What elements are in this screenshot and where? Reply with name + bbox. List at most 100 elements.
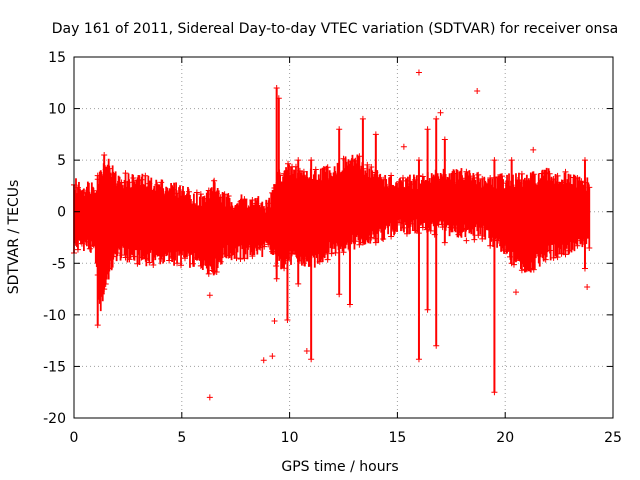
data-point-outlier: [269, 353, 276, 360]
data-point-marker: [340, 249, 347, 256]
data-point-marker: [265, 200, 272, 207]
data-point-marker: [138, 176, 145, 183]
chart-title: Day 161 of 2011, Sidereal Day-to-day VTE…: [52, 21, 619, 37]
data-point-marker: [300, 260, 307, 267]
data-point-marker: [193, 189, 200, 196]
plot-frame: [73, 56, 614, 419]
data-point-marker: [118, 179, 125, 186]
data-point-marker: [554, 254, 561, 261]
data-point-marker: [181, 255, 188, 262]
data-point-outlier: [584, 284, 591, 291]
data-point-marker: [74, 246, 81, 253]
data-point-marker: [419, 173, 426, 180]
data-point-marker: [106, 165, 113, 172]
data-point-marker: [433, 115, 440, 122]
data-point-outlier: [303, 347, 310, 354]
data-point-marker: [475, 232, 482, 239]
y-tick-label: -20: [43, 411, 66, 427]
data-point-marker: [479, 235, 486, 242]
data-point-marker: [581, 157, 588, 164]
data-point-marker: [508, 157, 515, 164]
data-point-marker: [562, 168, 569, 175]
data-point-marker: [356, 153, 363, 160]
data-point-marker: [110, 253, 117, 260]
data-point-marker: [403, 230, 410, 237]
data-point-marker: [463, 168, 470, 175]
data-point-marker: [158, 179, 165, 186]
data-point-marker: [142, 255, 149, 262]
data-point-marker: [518, 267, 525, 274]
data-point-marker: [189, 260, 196, 267]
data-point-marker: [518, 170, 525, 177]
data-point-marker: [86, 245, 93, 252]
data-point-marker: [336, 291, 343, 298]
data-point-marker: [328, 250, 335, 257]
data-point-marker: [332, 249, 339, 256]
data-point-marker: [74, 184, 81, 191]
x-axis-label: GPS time / hours: [281, 459, 398, 475]
data-point-marker: [503, 248, 510, 255]
data-point-marker: [415, 356, 422, 363]
x-tick-label: 25: [604, 430, 622, 446]
data-point-marker: [388, 233, 395, 240]
data-point-marker: [467, 225, 474, 232]
data-point-marker: [197, 191, 204, 198]
data-point-marker: [586, 244, 593, 251]
data-point-outlier: [463, 237, 470, 244]
x-tick-labels: 0 5 10 15 20 25: [70, 430, 622, 446]
data-point-marker: [508, 260, 515, 267]
data-point-outlier: [206, 292, 213, 299]
y-tick-label: -5: [52, 256, 66, 272]
data-point-marker: [368, 234, 375, 241]
data-point-marker: [499, 173, 506, 180]
data-point-marker: [380, 236, 387, 243]
data-point-marker: [356, 241, 363, 248]
data-point-marker: [101, 286, 108, 293]
data-point-marker: [487, 242, 494, 249]
data-point-marker: [554, 172, 561, 179]
data-point-marker: [275, 239, 282, 246]
data-point-marker: [346, 167, 353, 174]
data-point-marker: [185, 188, 192, 195]
data-point-marker: [126, 256, 133, 263]
y-tick-label: -15: [43, 359, 66, 375]
data-point-marker: [415, 157, 422, 164]
data-layer: [71, 69, 593, 401]
data-point-outlier: [415, 69, 422, 76]
data-point-marker: [284, 317, 291, 324]
data-point-marker: [359, 239, 366, 246]
data-point-marker: [491, 389, 498, 396]
data-point-marker: [586, 184, 593, 191]
data-point-marker: [558, 179, 565, 186]
data-point-marker: [300, 168, 307, 175]
data-point-marker: [530, 266, 537, 273]
data-point-marker: [578, 237, 585, 244]
data-point-marker: [368, 164, 375, 170]
data-point-marker: [376, 174, 383, 181]
data-point-marker: [475, 171, 482, 178]
data-point-outlier: [530, 146, 537, 153]
data-point-marker: [403, 177, 410, 184]
data-point-outlier: [512, 289, 519, 296]
data-point-marker: [399, 224, 406, 231]
data-point-outlier: [206, 394, 213, 401]
data-point-marker: [427, 227, 434, 234]
data-point-marker: [130, 253, 137, 260]
data-point-marker: [562, 251, 569, 258]
data-point-marker: [233, 255, 240, 262]
data-point-marker: [578, 178, 585, 185]
x-tick-label: 20: [496, 430, 514, 446]
data-point-marker: [372, 131, 379, 138]
data-point-marker: [178, 262, 185, 269]
data-point-marker: [90, 187, 97, 194]
data-point-marker: [281, 265, 288, 272]
data-point-marker: [352, 238, 359, 245]
y-tick-label: 0: [57, 205, 66, 221]
data-point-outlier: [474, 88, 481, 95]
data-point-marker: [574, 242, 581, 249]
data-point-marker: [122, 170, 129, 177]
data-point-marker: [295, 280, 302, 287]
data-point-outlier: [271, 318, 278, 325]
data-point-marker: [269, 248, 276, 255]
